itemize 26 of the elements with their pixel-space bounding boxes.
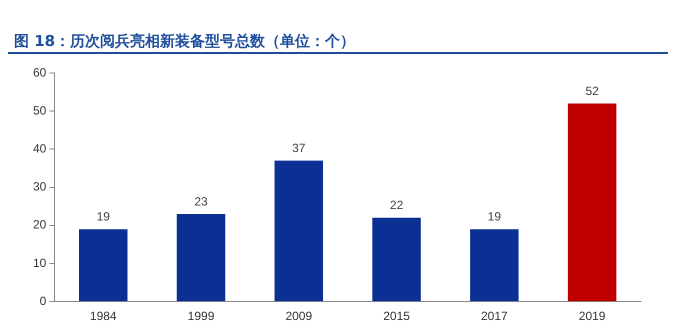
y-tick-label: 20	[32, 218, 47, 232]
bar	[470, 229, 519, 302]
chart-title: 图 18：历次阅兵亮相新装备型号总数（单位：个）	[8, 30, 668, 54]
x-tick-label: 2015	[383, 309, 410, 324]
bar	[78, 229, 128, 302]
data-label: 52	[585, 84, 600, 98]
y-tick-label: 0	[40, 294, 47, 308]
data-label: 23	[194, 194, 208, 208]
bar	[274, 160, 324, 302]
y-tick-label: 60	[32, 65, 47, 80]
data-label: 37	[292, 140, 306, 155]
x-tick-label: 2017	[480, 309, 508, 324]
x-tick-label: 1984	[90, 309, 117, 324]
y-tick-label: 10	[32, 256, 47, 270]
y-tick-label: 30	[32, 180, 47, 194]
bar	[372, 218, 421, 302]
y-tick-label: 50	[32, 103, 47, 118]
bar	[176, 214, 226, 302]
x-tick-label: 2009	[285, 309, 312, 324]
x-tick-label: 2019	[578, 309, 606, 324]
bar	[568, 103, 616, 302]
data-label: 19	[96, 210, 110, 224]
data-label: 19	[488, 210, 502, 224]
x-tick-label: 1999	[188, 309, 215, 324]
data-label: 22	[390, 198, 404, 212]
y-tick-label: 40	[32, 142, 47, 156]
